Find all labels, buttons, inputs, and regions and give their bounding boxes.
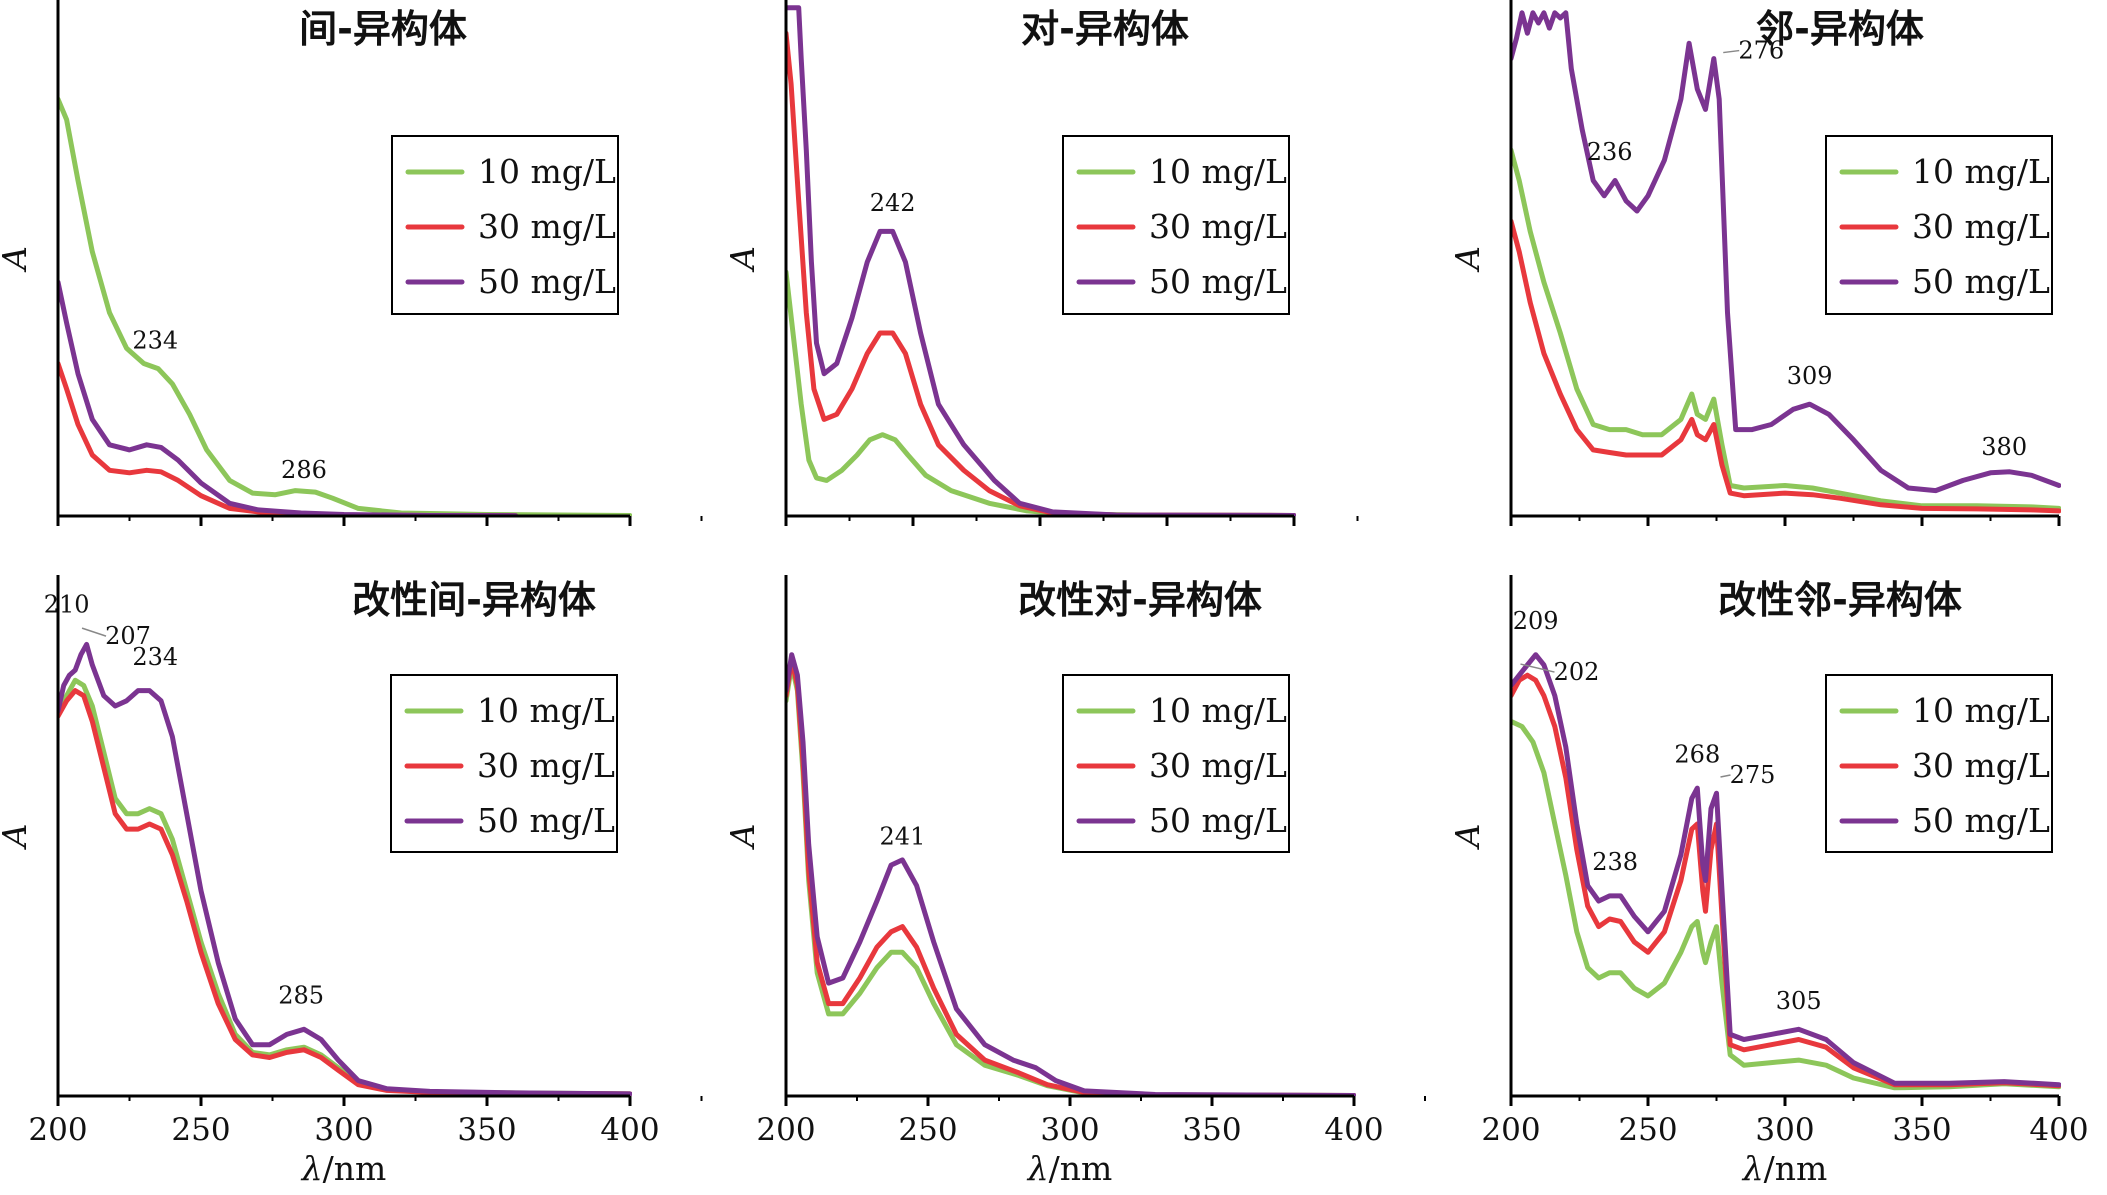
- legend: 10 mg/L 30 mg/L 50 mg/L: [391, 135, 619, 315]
- legend-label: 10 mg/L: [1149, 691, 1287, 730]
- x-tick-label: 200: [756, 1112, 815, 1148]
- peak-label: 268: [1674, 740, 1720, 768]
- series-line-50mgl: [58, 279, 519, 516]
- y-axis-label: A: [0, 824, 34, 851]
- chart-title: 改性邻-异构体: [1718, 578, 1962, 622]
- legend-label: 30 mg/L: [478, 207, 616, 246]
- x-tick-label: 400: [600, 1112, 659, 1148]
- panel-3: A邻-异构体20423626827630938010 mg/L30 mg/L50…: [1448, 0, 2061, 526]
- peak-leader-line: [1520, 663, 1555, 673]
- peak-label: 305: [1776, 987, 1822, 1015]
- y-axis-label: A: [723, 824, 762, 851]
- series-line-30mgl: [1511, 672, 2061, 1089]
- legend-label: 50 mg/L: [1912, 262, 2050, 301]
- panel-6: 200 250 300 350 400 λ/nm A 改性邻-异构体 209 202 268 275 2…: [1448, 575, 2089, 1188]
- x-axis-label: λ/nm: [300, 1149, 387, 1188]
- legend-label: 30 mg/L: [1912, 746, 2050, 785]
- legend-label: 50 mg/L: [1912, 801, 2050, 840]
- x-tick-label: 250: [171, 1112, 230, 1148]
- peak-label: 241: [880, 823, 926, 851]
- series-line-50mgl: [786, 652, 1356, 1096]
- legend-label: 10 mg/L: [1912, 152, 2050, 191]
- legend-label: 50 mg/L: [478, 262, 616, 301]
- x-tick-label: 350: [457, 1112, 516, 1148]
- legend-label: 50 mg/L: [1149, 262, 1287, 301]
- peak-label: 286: [281, 456, 327, 484]
- peak-leader-line: [1720, 774, 1731, 778]
- legend-label: 10 mg/L: [478, 152, 616, 191]
- peak-label: 275: [1730, 761, 1776, 789]
- x-tick-label: 250: [1618, 1112, 1677, 1148]
- legend-label: 50 mg/L: [477, 801, 615, 840]
- peak-label: 380: [1981, 433, 2027, 461]
- y-axis-label: A: [723, 246, 762, 273]
- peak-label: 209: [1513, 607, 1559, 635]
- x-tick-label: 250: [898, 1112, 957, 1148]
- series-line-30mgl: [58, 688, 632, 1096]
- peak-label: 242: [870, 189, 916, 217]
- legend-label: 50 mg/L: [1149, 801, 1287, 840]
- series-line-30mgl: [1511, 218, 2061, 514]
- legend: 10 mg/L 30 mg/L 50 mg/L: [1062, 135, 1290, 315]
- chart-title: 改性间-异构体: [352, 578, 596, 622]
- legend: 10 mg/L 30 mg/L 50 mg/L: [390, 674, 618, 853]
- series-line-50mgl: [786, 5, 1296, 516]
- chart-title: 邻-异构体: [1756, 7, 1924, 51]
- legend-label: 10 mg/L: [477, 691, 615, 730]
- legend-label: 30 mg/L: [477, 746, 615, 785]
- y-axis-label: A: [1448, 246, 1487, 273]
- x-tick-label: 300: [314, 1112, 373, 1148]
- series-line-10mgl: [786, 269, 1296, 516]
- x-tick-label: 350: [1182, 1112, 1241, 1148]
- x-axis-label: λ/nm: [1026, 1149, 1113, 1188]
- series-line-50mgl: [58, 641, 632, 1096]
- peak-label: 268: [1674, 0, 1720, 4]
- chart-title: 间-异构体: [299, 7, 467, 51]
- chart-title: 改性对-异构体: [1018, 578, 1262, 622]
- series-line-50mgl: [1511, 652, 2061, 1088]
- y-axis-label: A: [1448, 824, 1487, 851]
- peak-label: 276: [1738, 37, 1784, 65]
- peak-label: 234: [132, 326, 178, 354]
- peak-leader-line: [1723, 49, 1740, 54]
- x-axis-label: λ/nm: [1741, 1149, 1828, 1188]
- peak-label: 236: [1587, 138, 1633, 166]
- series-line-30mgl: [786, 30, 1296, 516]
- chart-title: 对-异构体: [1021, 7, 1189, 51]
- panel-1: A 间-异构体 234 286 10 mg/L 30 mg/L 50 mg/L: [0, 0, 703, 526]
- series-line-10mgl: [1511, 718, 2061, 1091]
- legend-label: 10 mg/L: [1149, 152, 1287, 191]
- legend-label: 30 mg/L: [1149, 207, 1287, 246]
- legend-label: 30 mg/L: [1912, 207, 2050, 246]
- x-tick-label: 300: [1755, 1112, 1814, 1148]
- peak-label: 285: [278, 982, 324, 1010]
- x-tick-label: 400: [1324, 1112, 1383, 1148]
- legend: 10 mg/L 30 mg/L 50 mg/L: [1062, 674, 1290, 853]
- peak-label: 309: [1787, 362, 1833, 390]
- series-line-10mgl: [58, 96, 632, 516]
- legend: 10 mg/L 30 mg/L 50 mg/L: [1825, 135, 2053, 315]
- peak-label: 234: [132, 643, 178, 671]
- peak-label: 207: [105, 622, 151, 650]
- peak-label: 210: [44, 591, 90, 619]
- x-tick-label: 200: [1481, 1112, 1540, 1148]
- panel-2: A 对-异构体 242 10 mg/L 30 mg/L 50 mg/L: [723, 0, 1359, 526]
- peak-leader-line: [81, 627, 107, 637]
- legend-label: 30 mg/L: [1149, 746, 1287, 785]
- x-tick-label: 200: [28, 1112, 87, 1148]
- series-line-10mgl: [1511, 147, 2061, 511]
- x-tick-label: 400: [2029, 1112, 2088, 1148]
- panel-5: 200 250 300 350 400 λ/nm A 改性对-异构体 241 10 mg/L 30 …: [723, 575, 1426, 1188]
- peak-label: 202: [1554, 658, 1600, 686]
- legend-label: 10 mg/L: [1912, 691, 2050, 730]
- legend: 10 mg/L 30 mg/L 50 mg/L: [1825, 674, 2053, 853]
- x-tick-label: 300: [1040, 1112, 1099, 1148]
- y-axis-label: A: [0, 246, 34, 273]
- x-tick-label: 350: [1892, 1112, 1951, 1148]
- peak-label: 238: [1592, 848, 1638, 876]
- series-line-50mgl: [1511, 10, 2061, 494]
